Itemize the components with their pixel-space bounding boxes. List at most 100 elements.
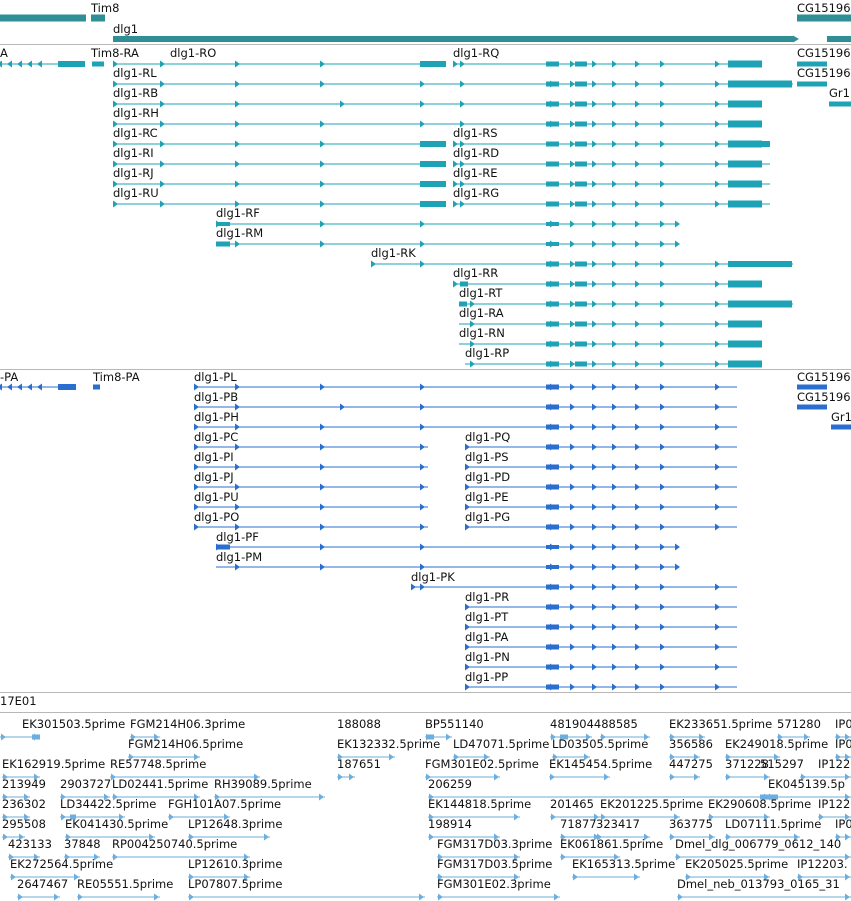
feature-label[interactable]: FGM214H06.3prime bbox=[130, 717, 246, 731]
feature-label[interactable]: Dmel_dlg_006779_0612_140 bbox=[675, 837, 842, 851]
feature-label[interactable]: 2647467 bbox=[17, 877, 69, 891]
feature-label[interactable]: Dmel_neb_013793_0165_31 bbox=[677, 877, 840, 891]
exon-block[interactable] bbox=[546, 664, 559, 670]
feature-label[interactable]: FGM317D03.5prime bbox=[437, 857, 553, 871]
feature-label[interactable]: dlg1-PM bbox=[216, 550, 263, 564]
exon-block[interactable] bbox=[575, 121, 587, 127]
feature-label[interactable]: Tim8-RA bbox=[91, 46, 139, 60]
feature-label[interactable]: 2903727 bbox=[60, 777, 112, 791]
feature-label[interactable]: 236302 bbox=[2, 797, 46, 811]
feature-label[interactable]: EK301503.5prime bbox=[22, 717, 126, 731]
feature-label[interactable]: EK249018.5prime bbox=[725, 737, 829, 751]
exon-block[interactable] bbox=[546, 361, 559, 367]
feature-label[interactable]: EK045139.5p bbox=[768, 777, 845, 791]
feature-label[interactable]: dlg1-RD bbox=[453, 146, 500, 160]
feature-label[interactable]: 17E01 bbox=[0, 694, 37, 708]
feature-label[interactable]: CG15196 bbox=[797, 46, 851, 60]
exon-block[interactable] bbox=[546, 161, 559, 167]
exon-block[interactable] bbox=[460, 281, 468, 287]
feature-label[interactable]: RP004250740.5prime bbox=[112, 837, 238, 851]
exon-block[interactable] bbox=[546, 384, 559, 390]
feature-label[interactable]: dlg1-RT bbox=[459, 286, 503, 300]
feature-label[interactable]: dlg1-RM bbox=[216, 226, 264, 240]
exon-block[interactable] bbox=[575, 101, 587, 107]
feature-label[interactable]: dlg1-PO bbox=[194, 510, 240, 524]
exon-block[interactable] bbox=[728, 261, 792, 267]
feature-label[interactable]: dlg1-PL bbox=[194, 370, 237, 384]
est-block[interactable] bbox=[428, 734, 434, 740]
feature-label[interactable]: dlg1-RE bbox=[453, 166, 498, 180]
feature-label[interactable]: IP12203. bbox=[797, 857, 848, 871]
feature-label[interactable]: LD02441.5prime bbox=[112, 777, 209, 791]
exon-block[interactable] bbox=[216, 241, 230, 247]
feature-label[interactable]: 198914 bbox=[428, 817, 472, 831]
exon-block[interactable] bbox=[546, 61, 559, 67]
feature-label[interactable]: FGM301E02.5prime bbox=[425, 757, 539, 771]
feature-label[interactable]: 71877 bbox=[560, 817, 597, 831]
feature-label[interactable]: LD03505.5prime bbox=[552, 737, 649, 751]
feature-label[interactable]: LP12610.3prime bbox=[188, 857, 283, 871]
exon-block[interactable] bbox=[216, 544, 230, 550]
feature-label[interactable]: EK205025.5prime bbox=[685, 857, 789, 871]
exon-block[interactable] bbox=[728, 100, 762, 108]
feature-label[interactable]: CG15196 bbox=[797, 66, 851, 80]
feature-label[interactable]: dlg1-PR bbox=[465, 590, 510, 604]
exon-block[interactable] bbox=[728, 120, 762, 128]
feature-label[interactable]: IP122 bbox=[818, 797, 851, 811]
feature-label[interactable]: 295508 bbox=[2, 817, 46, 831]
feature-label[interactable]: dlg1-RR bbox=[453, 266, 499, 280]
feature-label[interactable]: dlg1 bbox=[113, 22, 139, 36]
feature-label[interactable]: 363775 bbox=[669, 817, 713, 831]
feature-label[interactable]: IP0 bbox=[835, 717, 851, 731]
feature-label[interactable]: dlg1-RG bbox=[453, 186, 500, 200]
feature-label[interactable]: dlg1-PE bbox=[465, 490, 509, 504]
exon-block[interactable] bbox=[546, 321, 559, 327]
gene-block[interactable] bbox=[113, 36, 793, 42]
feature-label[interactable]: dlg1-PN bbox=[465, 650, 510, 664]
exon-block[interactable] bbox=[93, 384, 100, 390]
feature-label[interactable]: dlg1-PD bbox=[465, 470, 511, 484]
feature-label[interactable]: dlg1-RU bbox=[113, 186, 159, 200]
feature-label[interactable]: dlg1-RQ bbox=[453, 46, 500, 60]
exon-block[interactable] bbox=[728, 340, 762, 348]
feature-label[interactable]: 213949 bbox=[2, 777, 46, 791]
feature-label[interactable]: dlg1-RS bbox=[453, 126, 498, 140]
feature-label[interactable]: EK145454.5prime bbox=[549, 757, 653, 771]
exon-block[interactable] bbox=[546, 524, 559, 530]
feature-label[interactable]: dlg1-PC bbox=[194, 430, 239, 444]
exon-block[interactable] bbox=[728, 60, 762, 68]
feature-label[interactable]: 481904488585 bbox=[550, 717, 638, 731]
feature-label[interactable]: 187651 bbox=[337, 757, 381, 771]
exon-block[interactable] bbox=[829, 101, 851, 107]
exon-block[interactable] bbox=[575, 361, 587, 367]
exon-block[interactable] bbox=[575, 301, 587, 307]
gene-block[interactable] bbox=[827, 36, 851, 42]
exon-block[interactable] bbox=[546, 545, 559, 549]
exon-block[interactable] bbox=[546, 101, 559, 107]
feature-label[interactable]: EK272564.5prime bbox=[10, 857, 114, 871]
exon-block[interactable] bbox=[546, 404, 559, 410]
feature-label[interactable]: CG15196 bbox=[797, 370, 851, 384]
feature-label[interactable]: dlg1-PI bbox=[194, 450, 234, 464]
exon-block[interactable] bbox=[728, 80, 792, 88]
feature-label[interactable]: dlg1-PK bbox=[411, 570, 455, 584]
feature-label[interactable]: RE05551.5prime bbox=[77, 877, 174, 891]
exon-block[interactable] bbox=[420, 61, 446, 67]
feature-label[interactable]: EK144818.5prime bbox=[428, 797, 532, 811]
feature-label[interactable]: dlg1-RI bbox=[113, 146, 154, 160]
exon-block[interactable] bbox=[575, 261, 587, 267]
exon-block[interactable] bbox=[546, 301, 559, 307]
feature-label[interactable]: -PA bbox=[0, 370, 19, 384]
feature-label[interactable]: Gr1 bbox=[831, 410, 851, 424]
exon-block[interactable] bbox=[92, 61, 104, 67]
feature-label[interactable]: dlg1-PH bbox=[194, 410, 239, 424]
feature-label[interactable]: CG15196 bbox=[797, 390, 851, 404]
exon-block[interactable] bbox=[546, 565, 559, 569]
exon-block[interactable] bbox=[546, 81, 559, 87]
exon-block[interactable] bbox=[797, 81, 827, 87]
feature-label[interactable]: CG15196 bbox=[797, 1, 851, 15]
exon-block[interactable] bbox=[575, 201, 587, 207]
feature-label[interactable]: Tim8-PA bbox=[93, 370, 140, 384]
feature-label[interactable]: 571280 bbox=[777, 717, 821, 731]
feature-label[interactable]: FGM301E02.3prime bbox=[437, 877, 551, 891]
